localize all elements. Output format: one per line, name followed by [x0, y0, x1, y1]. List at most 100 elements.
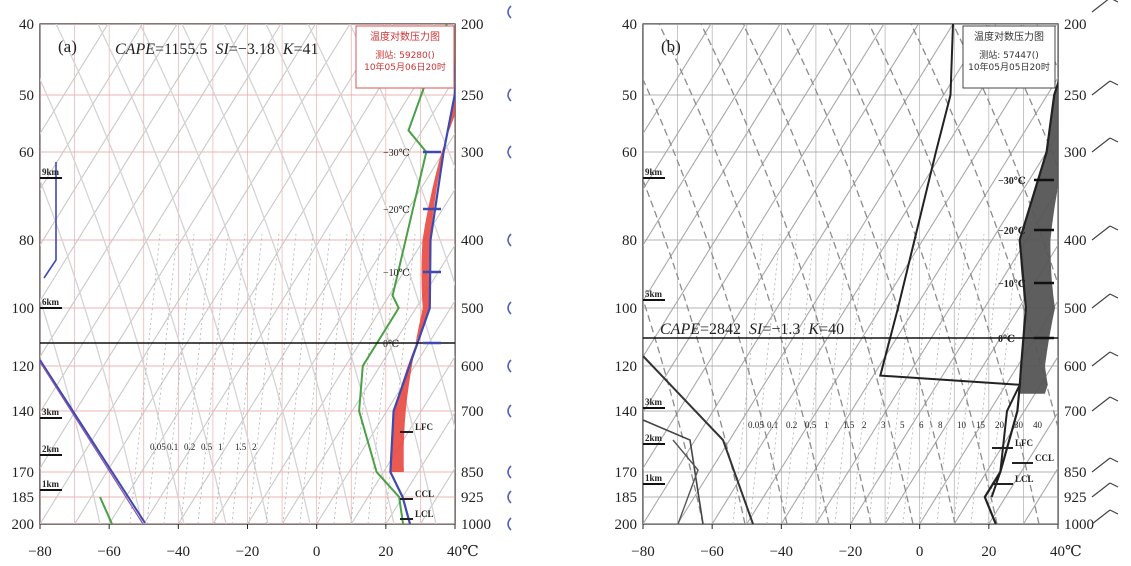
right-axis-tick-label: 500: [1064, 301, 1087, 317]
wind-barb: [1091, 225, 1111, 241]
mixing-ratio-line: [936, 233, 968, 524]
wind-barb-flag: [1109, 351, 1119, 357]
height-mark-label: 3km: [645, 397, 663, 407]
skewed-isotherm: [143, 24, 455, 524]
index-cape-value: =2842: [700, 321, 741, 338]
wind-barb-flag: [1112, 0, 1119, 3]
index-si-label: SI: [215, 41, 229, 58]
left-axis-tick-label: 140: [615, 404, 638, 420]
mixing-ratio-label: 1.5: [235, 442, 247, 452]
wind-barb: [507, 517, 512, 531]
skewed-isotherm: [643, 24, 781, 247]
right-axis-tick-label: 200: [1064, 17, 1087, 33]
mixing-ratio-line: [333, 233, 365, 524]
wind-barb: [1091, 457, 1111, 473]
wind-barb: [1091, 80, 1111, 96]
title-box: [962, 25, 1056, 89]
panel-label: (a): [58, 37, 77, 56]
mixing-ratio-label: 2: [862, 420, 867, 430]
left-axis-tick-label: 80: [19, 233, 34, 249]
wind-barb-flag: [1109, 80, 1119, 86]
stability-indices: CAPE=2842 SI=−1.3 K=40: [660, 321, 844, 338]
wind-barb: [1091, 482, 1111, 498]
wind-barb-flag: [1109, 482, 1119, 488]
skewed-isotherm: [643, 24, 919, 470]
mixing-ratio-label: 0.1: [767, 420, 778, 430]
wind-barb-flag: [1109, 137, 1119, 143]
level-label: CCL: [415, 489, 434, 499]
x-axis-tick-label: 0: [916, 544, 924, 560]
mixing-ratio-line: [749, 233, 781, 524]
mixing-ratio-line: [367, 233, 399, 524]
index-si-value: =−1.3: [762, 321, 800, 338]
dewpoint-profile: [358, 24, 448, 524]
temperature-profile: [983, 79, 1058, 524]
title-box: [355, 25, 455, 89]
dry-adiabat: [826, 24, 998, 524]
index-si-label: SI: [749, 321, 763, 338]
mixing-ratio-line: [248, 233, 280, 524]
mixing-ratio-line: [970, 233, 1002, 524]
index-cape-label: CAPE: [660, 321, 700, 338]
mixing-ratio-line: [129, 233, 161, 524]
mixing-ratio-line: [953, 233, 985, 524]
dry-adiabat: [139, 24, 311, 524]
skewed-isotherm: [677, 24, 989, 524]
wind-barb: [507, 145, 512, 159]
dry-adiabat: [643, 297, 704, 524]
skewed-isotherm: [281, 244, 455, 524]
isotherm-label: −20℃: [383, 205, 410, 216]
left-axis-tick-label: 80: [622, 233, 637, 249]
right-axis-tick-label: 250: [461, 88, 484, 104]
skewed-isotherm: [40, 24, 109, 135]
mixing-ratio-label: 5: [900, 420, 905, 430]
dry-adiabat: [784, 24, 956, 524]
title-box-time: 10年05月06日20时: [364, 61, 446, 73]
x-axis-tick-label: 20: [378, 544, 393, 560]
right-axis-tick-label: 700: [1064, 404, 1087, 420]
height-mark-label: 2km: [645, 433, 663, 443]
x-axis-tick-label: 40℃: [447, 544, 479, 560]
right-axis-tick-label: 500: [461, 301, 484, 317]
skewed-isotherm: [850, 188, 1058, 524]
height-mark-label: 9km: [645, 167, 663, 177]
right-axis-tick-label: 850: [1064, 465, 1087, 481]
skewed-isotherm: [40, 24, 213, 302]
wind-barb: [1091, 396, 1111, 412]
mixing-ratio-label: 20: [995, 420, 1005, 430]
skewed-isotherm: [177, 76, 455, 524]
dry-adiabat: [868, 24, 1040, 524]
wind-barb: [507, 233, 512, 247]
mixing-ratio-line: [146, 233, 178, 524]
skewed-isotherm: [953, 355, 1058, 524]
right-axis-tick-label: 200: [461, 17, 484, 33]
skewed-isotherm: [643, 24, 885, 414]
left-axis-tick-label: 50: [622, 88, 637, 104]
isotherm-label: 0℃: [383, 339, 399, 350]
mixing-ratio-line: [197, 233, 229, 524]
title-box-heading: 温度对数压力图: [370, 30, 440, 43]
left-axis-tick-label: 200: [615, 517, 638, 533]
dry-adiabat: [55, 24, 227, 524]
mixing-ratio-line: [350, 233, 382, 524]
skewed-isotherm: [919, 299, 1058, 524]
x-axis-tick-label: −20: [839, 544, 862, 560]
index-k-value: =40: [819, 321, 844, 338]
index-k-label: K: [807, 321, 820, 338]
lower-dewpoint-line: [99, 496, 113, 524]
panel-label: (b): [661, 37, 681, 56]
dry-adiabat: [643, 178, 746, 524]
right-axis-tick-label: 1000: [461, 517, 491, 533]
left-axis-tick-label: 120: [615, 359, 638, 375]
index-k-label: K: [282, 41, 295, 58]
skewed-isotherm: [40, 24, 247, 358]
plot-inner: [643, 24, 1058, 524]
mixing-ratio-label: 8: [938, 420, 943, 430]
wind-barb-flag: [1109, 293, 1119, 299]
wind-barb: [507, 490, 512, 504]
right-axis-tick-label: 600: [1064, 359, 1087, 375]
left-axis-tick-label: 60: [622, 145, 637, 161]
isotherm-label: −30℃: [998, 176, 1026, 187]
x-axis-tick-label: −20: [236, 544, 259, 560]
